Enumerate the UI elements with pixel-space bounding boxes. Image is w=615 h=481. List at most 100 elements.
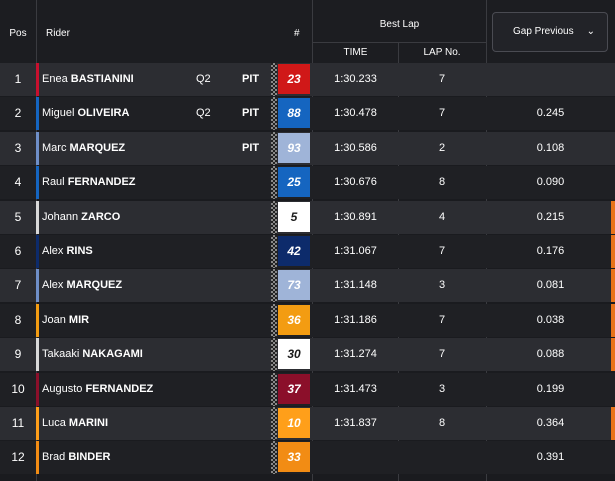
rider-number: 23: [278, 64, 310, 94]
best-lap-time: [313, 441, 398, 474]
team-color-bar: [36, 441, 39, 475]
team-color-bar: [36, 97, 39, 131]
best-lap-number: 8: [438, 176, 446, 189]
checkered-flag-icon: [271, 200, 277, 234]
rider-name-cell: Luca MARINI: [36, 407, 272, 440]
rider-number: 30: [278, 339, 310, 370]
table-header: Pos Rider # Best Lap TIME LAP No. Gap Pr…: [0, 0, 615, 63]
rider-name-cell: Takaaki NAKAGAMI: [36, 338, 272, 372]
table-row[interactable]: 10 Augusto FERNANDEZ 37 1:31.473 3 0.199: [0, 372, 615, 406]
best-lap-time: 1:30.676: [334, 176, 377, 189]
table-row[interactable]: 3 Marc MARQUEZ PIT 93 1:30.586 2 0.108: [0, 131, 615, 165]
table-row[interactable]: 5 Johann ZARCO 5 1:30.891 4 0.215: [0, 200, 615, 234]
rider-first-name: Luca: [42, 417, 66, 429]
rider-number: 33: [278, 442, 310, 473]
time-header: TIME: [343, 47, 368, 58]
best-lap-time: 1:31.148: [334, 279, 377, 292]
gap-previous: 0.199: [536, 382, 565, 395]
rider-name-cell: Brad BINDER: [36, 441, 272, 475]
position-cell: 4: [14, 175, 22, 190]
best-lap-number: 3: [438, 382, 446, 395]
scroll-edge-marker: [611, 235, 615, 268]
table-row[interactable]: 7 Alex MARQUEZ 73 1:31.148 3 0.081: [0, 269, 615, 303]
rider-number: 25: [278, 167, 310, 198]
pit-indicator: PIT: [242, 73, 260, 85]
best-lap-number: [398, 441, 486, 474]
rider-name-cell: Raul FERNANDEZ: [36, 166, 272, 200]
checkered-flag-icon: [271, 407, 277, 440]
table-row[interactable]: 11 Luca MARINI 10 1:31.837 8 0.364: [0, 407, 615, 440]
best-lap-time: 1:30.586: [334, 141, 377, 154]
rider-first-name: Enea: [42, 73, 68, 85]
qualifying-badge: [196, 373, 214, 406]
rider-last-name: ZARCO: [81, 210, 121, 223]
qualifying-badge: Q2: [196, 73, 211, 85]
scroll-edge-marker: [611, 303, 615, 337]
pit-indicator: [242, 304, 264, 337]
team-color-bar: [36, 200, 39, 234]
pit-indicator: [242, 407, 264, 440]
gap-previous: [486, 63, 615, 96]
pit-indicator: [242, 269, 264, 302]
rider-name-cell: Augusto FERNANDEZ: [36, 372, 272, 406]
table-row[interactable]: 6 Alex RINS 42 1:31.067 7 0.176: [0, 235, 615, 268]
checkered-flag-icon: [271, 97, 277, 131]
table-row[interactable]: 12 Brad BINDER 33 0.391: [0, 441, 615, 475]
team-color-bar: [36, 166, 39, 200]
rider-first-name: Takaaki: [42, 348, 80, 361]
team-color-bar: [36, 235, 39, 268]
best-lap-number: 3: [438, 279, 446, 292]
checkered-flag-icon: [271, 235, 277, 268]
table-row[interactable]: 1 Enea BASTIANINI Q2 PIT 23 1:30.233 7: [0, 63, 615, 96]
rider-number: 42: [278, 236, 310, 266]
gap-previous: 0.364: [536, 417, 565, 429]
position-cell: 7: [14, 278, 22, 293]
qualifying-badge: Q2: [196, 107, 211, 120]
rider-first-name: Augusto: [42, 382, 83, 395]
rider-number: 88: [278, 98, 310, 129]
table-row[interactable]: 2 Miguel OLIVEIRA Q2 PIT 88 1:30.478 7 0.245: [0, 97, 615, 131]
best-lap-number: 7: [438, 313, 446, 326]
pit-indicator: [242, 441, 264, 474]
position-cell: 3: [14, 140, 22, 155]
number-header: #: [294, 28, 300, 39]
pit-indicator: [242, 338, 264, 371]
rider-last-name: RINS: [66, 245, 93, 257]
scroll-edge-marker: [611, 338, 615, 372]
table-row[interactable]: 9 Takaaki NAKAGAMI 30 1:31.274 7 0.088: [0, 338, 615, 372]
rider-first-name: Brad: [42, 451, 66, 464]
rider-header: Rider: [46, 28, 70, 39]
position-cell: 2: [14, 106, 22, 121]
pit-indicator: PIT: [242, 107, 260, 120]
best-lap-time: 1:31.473: [334, 382, 377, 395]
team-color-bar: [36, 338, 39, 372]
table-row[interactable]: 8 Joan MIR 36 1:31.186 7 0.038: [0, 303, 615, 337]
rider-first-name: Johann: [42, 210, 79, 223]
rider-name-cell: Alex RINS: [36, 235, 272, 268]
best-lap-number: 7: [438, 245, 446, 257]
qualifying-badge: [196, 441, 214, 474]
position-cell: 6: [14, 244, 22, 258]
best-lap-time: 1:31.837: [334, 417, 377, 429]
best-lap-time: 1:31.186: [334, 313, 377, 326]
team-color-bar: [36, 407, 39, 440]
gap-previous: 0.215: [536, 210, 565, 223]
rider-first-name: Marc: [42, 141, 67, 154]
rider-first-name: Miguel: [42, 107, 75, 120]
gap-sort-dropdown[interactable]: Gap Previous ⌄: [492, 12, 608, 52]
rider-first-name: Joan: [42, 313, 66, 326]
team-color-bar: [36, 131, 39, 165]
rider-first-name: Raul: [42, 176, 65, 189]
pos-header: Pos: [9, 28, 27, 39]
rider-number: 73: [278, 270, 310, 301]
position-cell: 10: [11, 381, 25, 396]
best-lap-number: 8: [438, 417, 446, 429]
checkered-flag-icon: [271, 131, 277, 165]
rider-last-name: BINDER: [68, 451, 111, 464]
team-color-bar: [36, 303, 39, 337]
gap-previous: 0.081: [536, 279, 565, 292]
table-row[interactable]: 4 Raul FERNANDEZ 25 1:30.676 8 0.090: [0, 166, 615, 200]
rider-last-name: NAKAGAMI: [82, 348, 143, 361]
rider-last-name: BASTIANINI: [70, 73, 134, 85]
rider-number: 10: [278, 408, 310, 438]
